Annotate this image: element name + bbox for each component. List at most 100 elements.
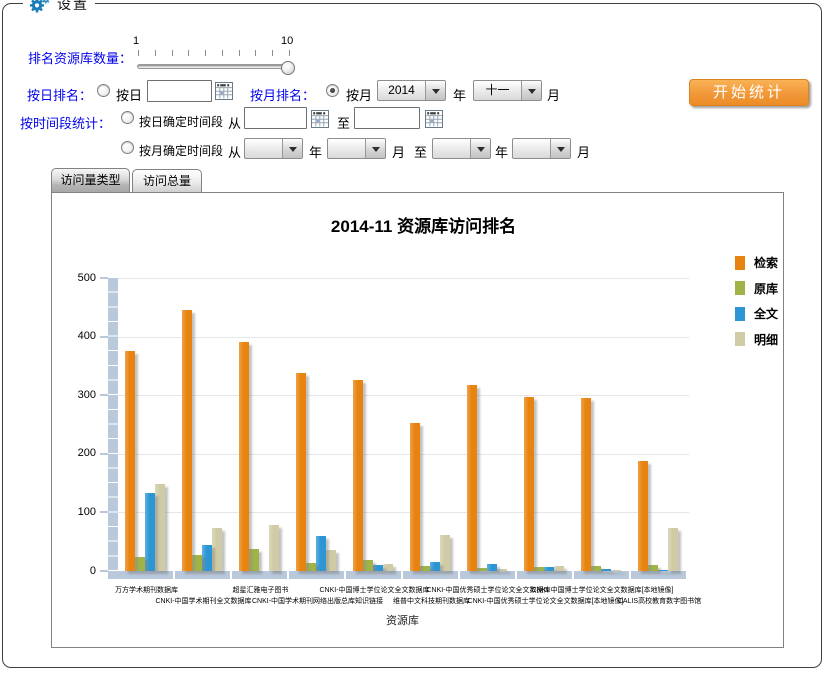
gridline: [117, 395, 689, 397]
bar: [647, 565, 658, 571]
bar: [248, 549, 259, 571]
to-month-select-value: [513, 139, 550, 158]
slider-tick: [138, 50, 139, 56]
monthly-rank-radio[interactable]: [326, 84, 339, 97]
bar: [382, 564, 393, 571]
bar: [124, 351, 135, 571]
slider-tick: [255, 50, 257, 56]
chart-plot-area: 0 100 200 300 400 500 万方学术期刊数据库 CNKI-中国学术期刊全文数据…: [52, 193, 783, 647]
period-by-month-radio[interactable]: [121, 141, 134, 154]
x-axis-floor-segment: [574, 571, 629, 579]
to-year-select-arrow-icon[interactable]: [470, 139, 490, 158]
from-month-select[interactable]: [327, 138, 386, 159]
slider-thumb[interactable]: [281, 61, 295, 75]
to-year-select[interactable]: [432, 138, 491, 159]
legend-swatch: [735, 281, 745, 295]
bar: [429, 562, 440, 571]
bar: [553, 566, 564, 571]
month-select[interactable]: 十一: [473, 80, 542, 101]
to-month-select[interactable]: [512, 138, 571, 159]
slider-tick: [171, 50, 173, 56]
monthly-rank-radio-label: 按月: [346, 88, 373, 103]
bar: [305, 563, 316, 571]
to-year-suffix: 年: [495, 145, 509, 160]
x-axis-floor-segment: [346, 571, 401, 579]
bar: [667, 528, 678, 571]
chart-panel: 2014-11 资源库访问排名 0 100 200 300 400 500 万方学术期刊数据…: [51, 192, 784, 648]
x-axis-floor-segment: [631, 571, 686, 579]
legend-swatch: [735, 255, 745, 270]
year-select[interactable]: 2014: [377, 80, 446, 101]
x-axis-floor-segment: [289, 571, 344, 579]
y-axis-label: 400: [77, 330, 96, 343]
bar: [315, 536, 326, 571]
to-year-select-value: [433, 139, 470, 158]
bar: [533, 567, 544, 571]
chart-title: 2014-11 资源库访问排名: [330, 217, 517, 236]
year-select-arrow-icon[interactable]: [425, 81, 445, 100]
y-axis-label: 0: [89, 564, 96, 577]
x-axis-floor-segment: [460, 571, 515, 579]
fieldset-legend: 设置: [23, 0, 95, 14]
bar: [496, 569, 507, 571]
y-axis-tick: [100, 511, 108, 514]
calendar-icon: [216, 84, 232, 99]
bar: [191, 555, 202, 571]
bar: [134, 557, 145, 571]
from-year-select[interactable]: [244, 138, 303, 159]
period-from-date-input[interactable]: [244, 107, 307, 129]
tab-visit-type[interactable]: 访问量类型: [51, 168, 130, 193]
x-axis-title: 资源库: [386, 615, 419, 627]
from-year-select-value: [245, 139, 282, 158]
x-axis-label: 维普中文科技期刊数据库: [393, 598, 470, 605]
y-axis-label: 200: [77, 447, 96, 460]
daily-rank-radio[interactable]: [97, 84, 110, 97]
gears-icon: [29, 0, 51, 13]
to-month-suffix: 月: [577, 145, 591, 160]
calendar-icon: [312, 112, 328, 127]
legend-label: 全文: [754, 307, 779, 321]
y-axis-wall: [108, 278, 118, 579]
month-suffix: 月: [547, 88, 561, 103]
legend-swatch: [735, 306, 745, 321]
start-statistics-button[interactable]: 开始统计: [689, 79, 809, 106]
period-by-month-radio-label: 按月确定时间段: [139, 144, 224, 158]
year-select-value: 2014: [388, 83, 415, 97]
y-axis-label: 300: [77, 388, 96, 401]
tab-visit-total[interactable]: 访问总量: [132, 169, 202, 193]
period-to-date-input[interactable]: [354, 107, 420, 129]
from-month-select-arrow-icon[interactable]: [365, 139, 385, 158]
bar: [580, 398, 591, 571]
bar: [476, 568, 487, 571]
legend-item: 检索: [735, 255, 778, 270]
period-to-calendar-button[interactable]: [425, 110, 443, 128]
y-axis-tick: [100, 452, 108, 455]
bar: [211, 528, 222, 571]
fieldset-legend-text: 设置: [57, 0, 89, 12]
x-axis-label: CNKI-中国博士学位论文全文数据库: [319, 587, 430, 594]
period-from-calendar-button[interactable]: [311, 110, 329, 128]
legend-label: 明细: [754, 332, 779, 347]
bar: [362, 560, 373, 571]
to-month-select-arrow-icon[interactable]: [550, 139, 570, 158]
daily-rank-date-input[interactable]: [147, 80, 212, 102]
settings-fieldset: 设置 排名资源库数量： 1 10 按日排名： 按日 按月排名： 按月 2014 …: [2, 0, 822, 668]
slider-track[interactable]: [137, 64, 290, 69]
period-by-day-from-label: 从: [228, 116, 242, 131]
bar: [268, 525, 279, 571]
slider-min-label: 1: [133, 35, 140, 47]
period-by-day-radio[interactable]: [121, 111, 134, 124]
month-select-arrow-icon[interactable]: [521, 81, 541, 100]
period-stats-label: 按时间段统计：: [20, 116, 112, 131]
gridline: [117, 512, 689, 514]
x-axis-floor-segment: [118, 571, 173, 579]
bar: [372, 565, 383, 571]
y-axis-tick: [100, 394, 108, 397]
daily-rank-calendar-button[interactable]: [215, 82, 233, 100]
period-by-day-radio-label: 按日确定时间段: [139, 115, 224, 129]
bar: [439, 535, 450, 571]
bar: [600, 569, 611, 571]
slider-tick: [154, 50, 156, 56]
from-year-select-arrow-icon[interactable]: [282, 139, 302, 158]
